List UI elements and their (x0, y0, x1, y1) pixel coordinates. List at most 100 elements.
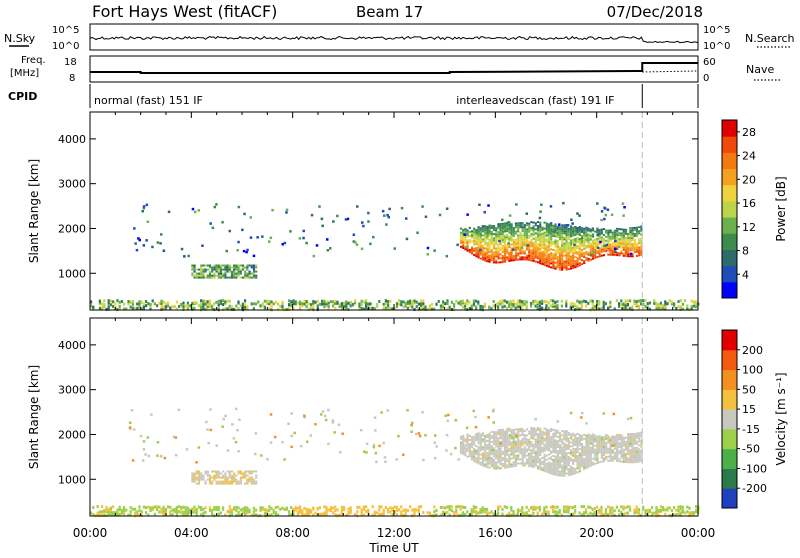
scatter-cell (162, 510, 165, 514)
patch-cell (235, 264, 238, 267)
scatter-cell (521, 506, 524, 510)
echo-cell (486, 452, 489, 455)
scatter-cell (442, 510, 445, 514)
echo-cell (512, 226, 515, 229)
echo-cell (638, 456, 641, 459)
sparse-cell (481, 225, 485, 228)
echo-cell (484, 453, 487, 456)
echo-cell (578, 438, 581, 440)
echo-cell (495, 437, 498, 440)
patch-cell (213, 474, 216, 477)
scatter-cell (358, 307, 361, 311)
scatter-cell (186, 512, 189, 516)
scatter-cell (464, 302, 467, 306)
scatter-cell (112, 511, 115, 515)
echo-cell (550, 466, 553, 469)
echo-cell (473, 227, 476, 230)
sparse-cell (573, 243, 576, 247)
echo-cell (547, 429, 551, 432)
echo-cell (525, 248, 529, 251)
colorbar-tick-label: 12 (742, 221, 756, 234)
echo-cell (462, 436, 465, 439)
echo-cell (462, 232, 465, 235)
echo-cell (508, 245, 511, 248)
sparse-cell (356, 205, 359, 208)
echo-cell (547, 465, 551, 468)
sparse-cell (381, 209, 385, 213)
echo-cell (620, 252, 623, 255)
scatter-cell (662, 306, 665, 310)
echo-cell (539, 441, 542, 444)
patch-cell (202, 474, 205, 477)
echo-cell (512, 443, 515, 445)
scatter-cell (642, 299, 645, 303)
echo-cell (477, 248, 480, 251)
scatter-cell (558, 508, 561, 512)
scatter-cell (609, 506, 612, 510)
sparse-cell (603, 245, 606, 248)
echo-cell (514, 448, 518, 451)
scatter-cell (217, 299, 220, 303)
echo-cell (543, 447, 546, 450)
echo-cell (583, 241, 586, 244)
scatter-cell (169, 513, 172, 517)
echo-cell (475, 235, 478, 237)
echo-cell (589, 242, 592, 245)
echo-cell (580, 461, 584, 464)
sparse-cell (532, 427, 536, 430)
scatter-cell (613, 307, 616, 311)
echo-cell (567, 254, 570, 256)
echo-cell (556, 468, 559, 471)
sparse-cell (435, 445, 438, 448)
patch-cell (191, 274, 194, 277)
echo-cell (616, 448, 619, 450)
scatter-cell (433, 510, 436, 514)
scatter-cell (516, 513, 519, 517)
echo-cell (569, 239, 573, 242)
sparse-cell (600, 218, 603, 222)
scatter-cell (611, 513, 614, 516)
echo-cell (616, 443, 619, 446)
echo-cell (633, 249, 636, 252)
sparse-cell (515, 434, 518, 438)
echo-cell (618, 240, 621, 243)
scatter-cell (134, 306, 137, 310)
echo-cell (561, 438, 564, 441)
scatter-cell (631, 305, 634, 309)
echo-cell (466, 447, 469, 450)
scatter-cell (479, 508, 482, 512)
scatter-cell (202, 302, 205, 306)
echo-cell (550, 462, 553, 465)
scatter-cell (521, 510, 524, 514)
scatter-cell (402, 513, 405, 517)
echo-cell (547, 255, 551, 258)
echo-cell (602, 254, 606, 257)
patch-cell (255, 476, 258, 479)
scatter-cell (241, 302, 244, 306)
echo-cell (539, 429, 542, 432)
echo-cell (629, 247, 632, 250)
echo-cell (479, 235, 482, 238)
echo-cell (578, 436, 581, 438)
sparse-cell (581, 411, 584, 415)
scatter-cell (162, 512, 165, 516)
scatter-cell (349, 506, 352, 510)
scatter-cell (422, 511, 425, 514)
echo-cell (552, 451, 555, 453)
echo-cell (532, 245, 535, 248)
scatter-cell (503, 304, 506, 308)
echo-cell (583, 447, 586, 450)
echo-cell (585, 256, 588, 259)
sparse-cell (144, 453, 147, 456)
echo-cell (539, 240, 542, 242)
scatter-cell (259, 508, 262, 512)
echo-cell (503, 226, 507, 229)
scatter-cell (585, 508, 588, 512)
echo-cell (598, 451, 601, 454)
echo-cell (514, 446, 518, 449)
scatter-cell (442, 303, 445, 307)
sparse-cell (456, 243, 459, 247)
scatter-cell (582, 513, 585, 517)
scatter-cell (244, 509, 247, 512)
patch-cell (222, 276, 225, 279)
